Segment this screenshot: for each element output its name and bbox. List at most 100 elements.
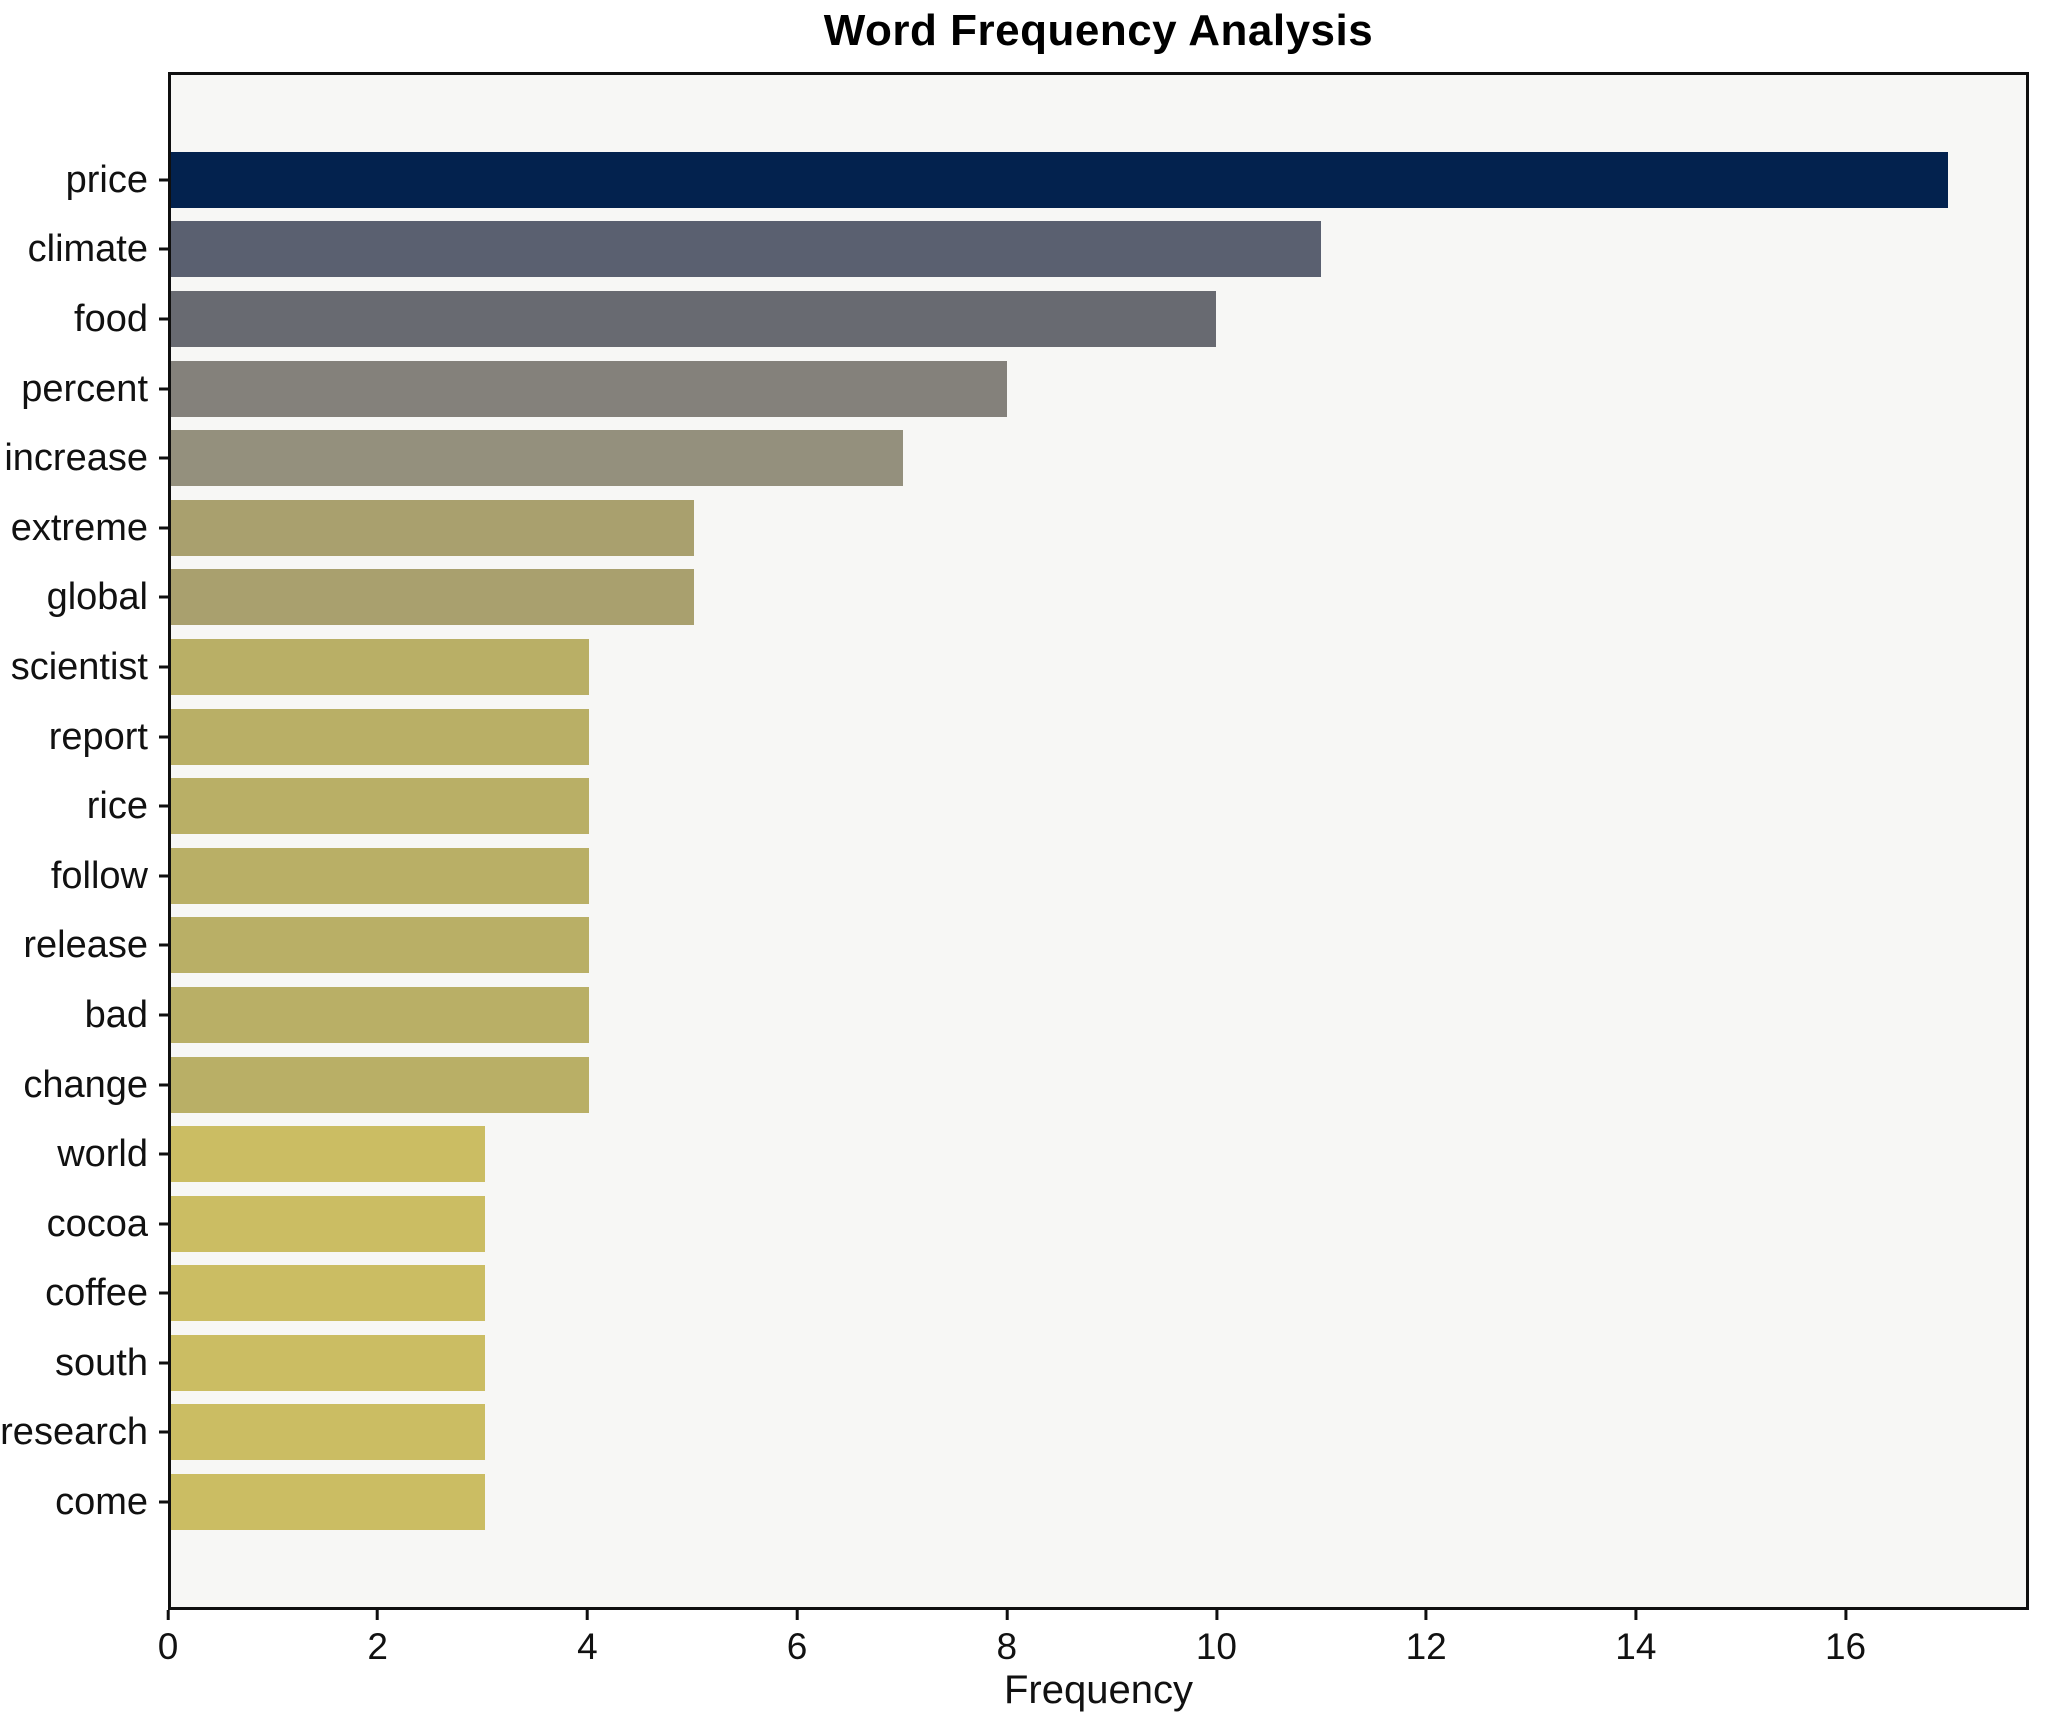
- y-tick-label: report: [48, 715, 148, 758]
- plot-area: [168, 72, 2029, 1610]
- y-tick-mark: [159, 1361, 168, 1365]
- y-tick-mark: [159, 1083, 168, 1087]
- y-tick-label: global: [46, 576, 148, 619]
- bar-extreme: [171, 499, 694, 556]
- y-tick-row-rice: rice: [0, 771, 168, 841]
- bar-row-scientist: [171, 632, 2026, 702]
- bar-change: [171, 1056, 590, 1113]
- y-tick-label: rice: [86, 785, 148, 828]
- y-tick-mark: [159, 1013, 168, 1017]
- y-tick-mark: [159, 1222, 168, 1226]
- bar-research: [171, 1404, 485, 1461]
- bar-food: [171, 290, 1217, 347]
- bars-container: [171, 75, 2026, 1607]
- y-tick-mark: [159, 1291, 168, 1295]
- y-tick-row-global: global: [0, 563, 168, 633]
- bar-row-global: [171, 563, 2026, 633]
- y-tick-row-extreme: extreme: [0, 493, 168, 563]
- y-tick-mark: [159, 317, 168, 321]
- bar-row-food: [171, 284, 2026, 354]
- y-tick-mark: [159, 456, 168, 460]
- x-tick-0: 0: [157, 1610, 179, 1667]
- bar-row-research: [171, 1398, 2026, 1468]
- y-tick-mark: [159, 735, 168, 739]
- y-tick-row-percent: percent: [0, 354, 168, 424]
- y-tick-mark: [159, 1430, 168, 1434]
- y-tick-label: cocoa: [46, 1202, 148, 1245]
- y-tick-row-bad: bad: [0, 980, 168, 1050]
- x-tick-mark: [1005, 1610, 1009, 1620]
- y-tick-row-increase: increase: [0, 423, 168, 493]
- y-tick-label: release: [23, 924, 148, 967]
- bar-scientist: [171, 638, 590, 695]
- y-tick-label: food: [74, 297, 148, 340]
- bar-row-world: [171, 1119, 2026, 1189]
- y-tick-mark: [159, 874, 168, 878]
- chart-title: Word Frequency Analysis: [823, 6, 1374, 55]
- x-tick-4: 4: [577, 1610, 598, 1665]
- bar-global: [171, 569, 694, 626]
- x-tick-mark: [1844, 1610, 1848, 1620]
- x-tick-label: 0: [157, 1626, 179, 1667]
- x-tick-label: 6: [786, 1626, 808, 1667]
- x-tick-10: 10: [1196, 1610, 1237, 1665]
- y-tick-row-south: south: [0, 1328, 168, 1398]
- y-tick-label: south: [55, 1341, 148, 1384]
- y-tick-row-cocoa: cocoa: [0, 1189, 168, 1259]
- bar-climate: [171, 221, 1321, 278]
- bar-row-bad: [171, 980, 2026, 1050]
- y-axis: price climate food percent increase extreme gl…: [0, 75, 168, 1607]
- x-tick-mark: [585, 1610, 589, 1620]
- bar-row-cocoa: [171, 1189, 2026, 1259]
- y-tick-label: follow: [50, 854, 148, 897]
- x-tick-12: 12: [1406, 1610, 1447, 1665]
- bar-release: [171, 917, 590, 974]
- x-tick-mark: [795, 1610, 799, 1620]
- x-tick-mark: [1214, 1610, 1218, 1620]
- bar-row-follow: [171, 841, 2026, 911]
- y-tick-label: climate: [27, 228, 148, 271]
- bar-row-climate: [171, 215, 2026, 285]
- bar-rice: [171, 778, 590, 835]
- bar-price: [171, 151, 1948, 208]
- y-tick-mark: [159, 804, 168, 808]
- y-tick-label: increase: [4, 437, 148, 480]
- bar-cocoa: [171, 1195, 485, 1252]
- y-tick-label: coffee: [45, 1272, 148, 1315]
- bar-row-release: [171, 911, 2026, 981]
- y-tick-row-food: food: [0, 284, 168, 354]
- bar-coffee: [171, 1265, 485, 1322]
- y-tick-row-scientist: scientist: [0, 632, 168, 702]
- bar-world: [171, 1126, 485, 1183]
- y-tick-mark: [159, 595, 168, 599]
- bar-row-south: [171, 1328, 2026, 1398]
- y-tick-label: research: [0, 1411, 148, 1454]
- y-tick-label: scientist: [10, 645, 148, 688]
- bar-row-coffee: [171, 1259, 2026, 1329]
- bar-increase: [171, 430, 903, 487]
- bar-row-rice: [171, 771, 2026, 841]
- y-tick-mark: [159, 665, 168, 669]
- y-tick-row-change: change: [0, 1050, 168, 1120]
- x-tick-8: 8: [996, 1610, 1017, 1665]
- bar-south: [171, 1334, 485, 1391]
- y-tick-row-climate: climate: [0, 215, 168, 285]
- bar-percent: [171, 360, 1008, 417]
- x-tick-label: 2: [367, 1626, 388, 1667]
- bar-row-come: [171, 1467, 2026, 1537]
- y-tick-mark: [159, 526, 168, 530]
- x-tick-label: 4: [577, 1626, 598, 1667]
- x-tick-label: 10: [1195, 1626, 1238, 1667]
- x-tick-6: 6: [786, 1610, 808, 1667]
- y-tick-label: world: [57, 1133, 148, 1176]
- y-tick-mark: [159, 1152, 168, 1156]
- y-tick-label: extreme: [10, 506, 148, 549]
- bar-row-percent: [171, 354, 2026, 424]
- bar-row-report: [171, 702, 2026, 772]
- y-tick-row-report: report: [0, 702, 168, 772]
- y-tick-label: price: [65, 158, 148, 201]
- x-tick-mark: [166, 1610, 170, 1620]
- bar-row-price: [171, 145, 2026, 215]
- bar-report: [171, 708, 590, 765]
